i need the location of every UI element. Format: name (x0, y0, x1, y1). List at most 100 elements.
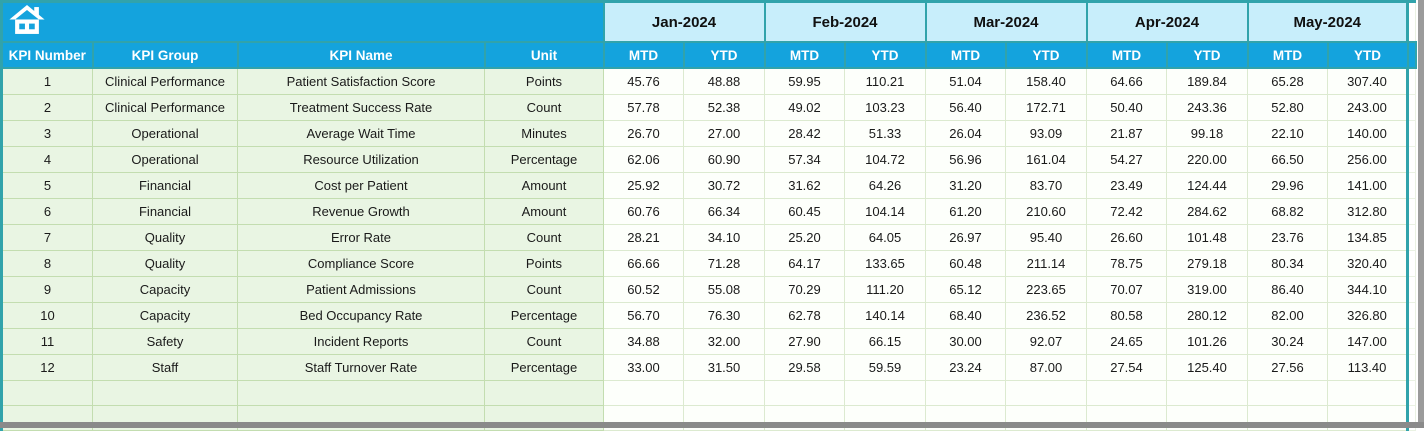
column-header-ytd[interactable]: YTD (1004, 41, 1088, 69)
cell-value[interactable]: 23.76 (1247, 224, 1328, 251)
cell-kpi-name[interactable]: Revenue Growth (237, 198, 485, 225)
cell-kpi-number[interactable]: 1 (1, 67, 93, 95)
cell-value[interactable]: 56.40 (925, 94, 1006, 121)
cell-value[interactable]: 51.33 (844, 120, 926, 147)
month-header-may[interactable]: May-2024 (1246, 0, 1409, 43)
cell-value[interactable]: 31.62 (764, 172, 845, 199)
cell-empty[interactable] (484, 380, 604, 406)
cell-kpi-name[interactable]: Bed Occupancy Rate (237, 302, 485, 329)
column-header-unit[interactable]: Unit (483, 41, 605, 69)
cell-value[interactable]: 31.20 (925, 172, 1006, 199)
cell-value[interactable]: 243.36 (1166, 94, 1248, 121)
cell-empty[interactable] (1086, 380, 1167, 406)
cell-value[interactable]: 30.00 (925, 328, 1006, 355)
cell-kpi-number[interactable]: 7 (1, 224, 93, 251)
cell-kpi-number[interactable]: 10 (1, 302, 93, 329)
cell-value[interactable]: 158.40 (1005, 67, 1087, 95)
cell-value[interactable]: 83.70 (1005, 172, 1087, 199)
cell-value[interactable]: 64.66 (1086, 67, 1167, 95)
cell-value[interactable]: 61.20 (925, 198, 1006, 225)
cell-value[interactable]: 24.65 (1086, 328, 1167, 355)
cell-value[interactable]: 56.70 (603, 302, 684, 329)
cell-kpi-group[interactable]: Staff (92, 354, 238, 381)
cell-value[interactable]: 56.96 (925, 146, 1006, 173)
cell-value[interactable]: 189.84 (1166, 67, 1248, 95)
cell-value[interactable]: 48.88 (683, 67, 765, 95)
cell-value[interactable]: 101.48 (1166, 224, 1248, 251)
cell-empty[interactable] (925, 380, 1006, 406)
cell-kpi-number[interactable]: 3 (1, 120, 93, 147)
cell-value[interactable]: 140.00 (1327, 120, 1409, 147)
cell-value[interactable]: 80.58 (1086, 302, 1167, 329)
cell-value[interactable]: 223.65 (1005, 276, 1087, 303)
cell-value[interactable]: 34.10 (683, 224, 765, 251)
cell-value[interactable]: 82.00 (1247, 302, 1328, 329)
cell-value[interactable]: 307.40 (1327, 67, 1409, 95)
cell-unit[interactable]: Count (484, 94, 604, 121)
cell-value[interactable]: 64.17 (764, 250, 845, 277)
cell-value[interactable]: 76.30 (683, 302, 765, 329)
cell-value[interactable]: 134.85 (1327, 224, 1409, 251)
cell-value[interactable]: 68.82 (1247, 198, 1328, 225)
cell-value[interactable]: 66.15 (844, 328, 926, 355)
column-header-mtd[interactable]: MTD (602, 41, 685, 69)
cell-empty[interactable] (603, 380, 684, 406)
cell-value[interactable]: 60.45 (764, 198, 845, 225)
month-header-feb[interactable]: Feb-2024 (763, 0, 927, 43)
cell-value[interactable]: 344.10 (1327, 276, 1409, 303)
column-header-ytd[interactable]: YTD (682, 41, 766, 69)
cell-value[interactable]: 45.76 (603, 67, 684, 95)
cell-value[interactable]: 172.71 (1005, 94, 1087, 121)
cell-value[interactable]: 59.95 (764, 67, 845, 95)
cell-value[interactable]: 101.26 (1166, 328, 1248, 355)
column-header-mtd[interactable]: MTD (924, 41, 1007, 69)
cell-value[interactable]: 220.00 (1166, 146, 1248, 173)
cell-value[interactable]: 28.42 (764, 120, 845, 147)
cell-value[interactable]: 27.54 (1086, 354, 1167, 381)
cell-kpi-number[interactable]: 2 (1, 94, 93, 121)
cell-kpi-number[interactable]: 4 (1, 146, 93, 173)
cell-value[interactable]: 62.78 (764, 302, 845, 329)
cell-kpi-group[interactable]: Capacity (92, 302, 238, 329)
cell-unit[interactable]: Count (484, 276, 604, 303)
cell-value[interactable]: 124.44 (1166, 172, 1248, 199)
cell-kpi-name[interactable]: Error Rate (237, 224, 485, 251)
cell-value[interactable]: 78.75 (1086, 250, 1167, 277)
cell-value[interactable]: 65.28 (1247, 67, 1328, 95)
cell-empty[interactable] (683, 380, 765, 406)
cell-value[interactable]: 236.52 (1005, 302, 1087, 329)
cell-value[interactable]: 161.04 (1005, 146, 1087, 173)
cell-kpi-number[interactable]: 11 (1, 328, 93, 355)
cell-value[interactable]: 95.40 (1005, 224, 1087, 251)
cell-value[interactable]: 70.07 (1086, 276, 1167, 303)
cell-empty[interactable] (844, 380, 926, 406)
cell-kpi-group[interactable]: Safety (92, 328, 238, 355)
cell-empty[interactable] (237, 380, 485, 406)
cell-value[interactable]: 111.20 (844, 276, 926, 303)
cell-value[interactable]: 54.27 (1086, 146, 1167, 173)
cell-kpi-name[interactable]: Compliance Score (237, 250, 485, 277)
cell-value[interactable]: 66.50 (1247, 146, 1328, 173)
cell-value[interactable]: 21.87 (1086, 120, 1167, 147)
cell-value[interactable]: 86.40 (1247, 276, 1328, 303)
cell-value[interactable]: 23.49 (1086, 172, 1167, 199)
cell-value[interactable]: 72.42 (1086, 198, 1167, 225)
cell-empty[interactable] (1, 380, 93, 406)
month-header-apr[interactable]: Apr-2024 (1085, 0, 1249, 43)
column-header-kpi-group[interactable]: KPI Group (91, 41, 239, 69)
cell-value[interactable]: 30.72 (683, 172, 765, 199)
column-header-ytd[interactable]: YTD (843, 41, 927, 69)
cell-kpi-name[interactable]: Patient Satisfaction Score (237, 67, 485, 95)
cell-unit[interactable]: Minutes (484, 120, 604, 147)
cell-value[interactable]: 87.00 (1005, 354, 1087, 381)
cell-value[interactable]: 26.97 (925, 224, 1006, 251)
cell-value[interactable]: 104.72 (844, 146, 926, 173)
cell-value[interactable]: 110.21 (844, 67, 926, 95)
cell-value[interactable]: 32.00 (683, 328, 765, 355)
cell-empty[interactable] (1166, 380, 1248, 406)
cell-value[interactable]: 26.04 (925, 120, 1006, 147)
column-header-ytd[interactable]: YTD (1326, 41, 1409, 69)
cell-value[interactable]: 71.28 (683, 250, 765, 277)
cell-kpi-group[interactable]: Financial (92, 172, 238, 199)
cell-value[interactable]: 34.88 (603, 328, 684, 355)
